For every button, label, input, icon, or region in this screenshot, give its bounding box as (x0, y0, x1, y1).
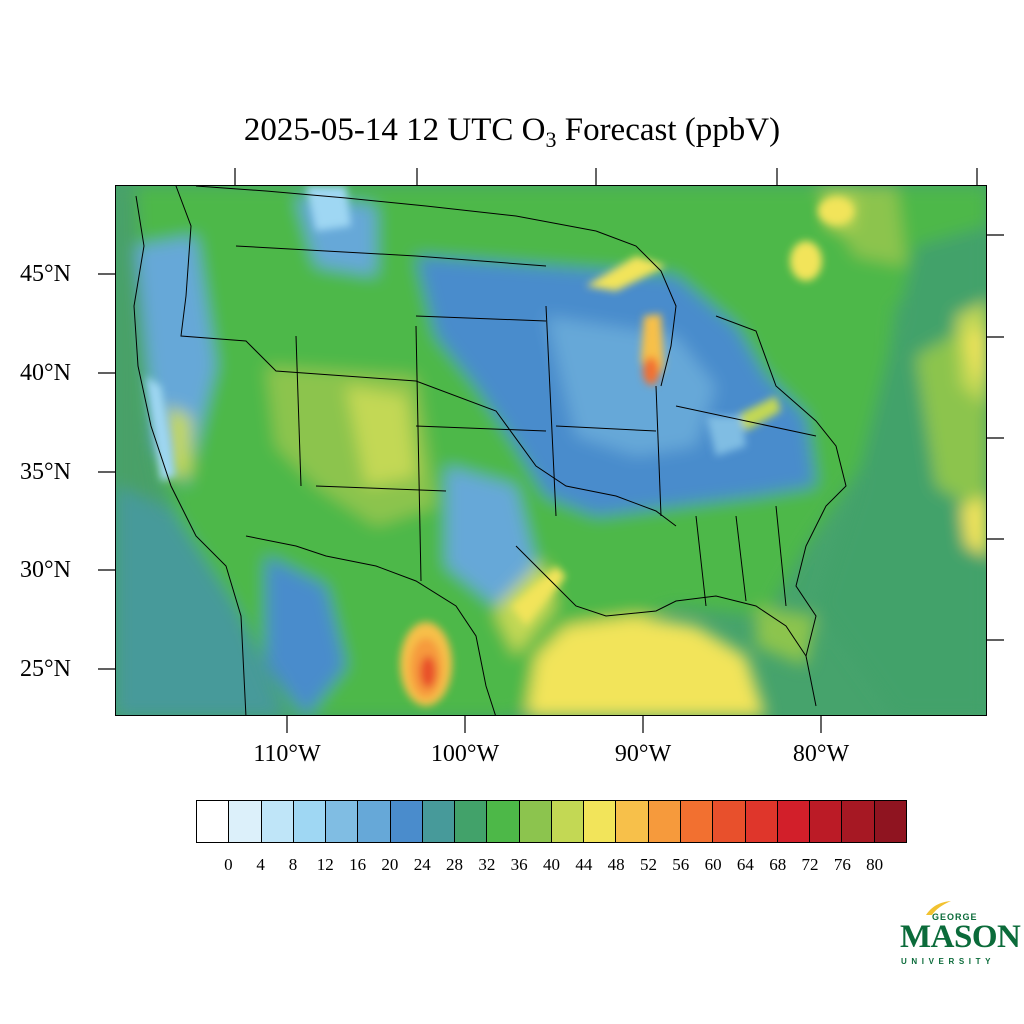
colorbar-swatch (777, 801, 811, 842)
gmu-logo: GEORGE MASON UNIVERSITY (896, 900, 1021, 970)
colorbar-tick-label: 20 (381, 855, 399, 874)
colorbar-swatch (745, 801, 778, 842)
map-title: 2025-05-14 12 UTC O3 Forecast (ppbV) (243, 112, 781, 152)
ozone-map (115, 185, 987, 716)
colorbar-tick-label: 16 (349, 855, 367, 874)
colorbar (196, 800, 907, 843)
lat-label-45n: 45°N (20, 261, 71, 287)
colorbar-tick-label: 44 (575, 855, 593, 874)
colorbar-swatch (293, 801, 327, 842)
colorbar-tick-label: 80 (866, 855, 884, 874)
colorbar-tick-label: 56 (672, 855, 690, 874)
colorbar-tick-label: 64 (736, 855, 754, 874)
ozone-field (116, 186, 986, 715)
colorbar-swatch (713, 801, 746, 842)
colorbar-swatch (455, 801, 488, 842)
colorbar-swatch (358, 801, 391, 842)
colorbar-tick-label: 76 (833, 855, 851, 874)
colorbar-tick-label: 0 (224, 855, 233, 874)
logo-university: UNIVERSITY (901, 957, 996, 966)
colorbar-tick-label: 68 (769, 855, 787, 874)
colorbar-tick-label: 48 (607, 855, 625, 874)
lat-label-40n: 40°N (20, 360, 71, 386)
lat-label-30n: 30°N (20, 557, 71, 583)
colorbar-tick-label: 60 (704, 855, 722, 874)
colorbar-tick-label: 36 (510, 855, 528, 874)
colorbar-tick-label: 8 (288, 855, 298, 874)
logo-george: GEORGE (932, 912, 978, 922)
colorbar-swatch (680, 801, 714, 842)
colorbar-tick-label: 24 (413, 855, 431, 874)
colorbar-swatch (648, 801, 681, 842)
colorbar-swatch (487, 801, 520, 842)
logo-mason: MASON (900, 919, 1021, 955)
colorbar-tick-label: 32 (478, 855, 496, 874)
colorbar-swatch (197, 801, 230, 842)
lon-label-100w: 100°W (430, 741, 500, 767)
colorbar-swatch (810, 801, 843, 842)
colorbar-swatch (874, 801, 906, 842)
colorbar-swatch (584, 801, 617, 842)
colorbar-swatch (229, 801, 262, 842)
colorbar-tick-label: 72 (801, 855, 819, 874)
colorbar-swatch (616, 801, 649, 842)
colorbar-swatch (519, 801, 552, 842)
colorbar-tick-label: 4 (256, 855, 265, 874)
colorbar-swatch (842, 801, 875, 842)
swoosh-icon (926, 901, 951, 915)
colorbar-tick-label: 28 (446, 855, 464, 874)
colorbar-swatch (261, 801, 294, 842)
lat-label-35n: 35°N (20, 459, 71, 485)
colorbar-swatch (326, 801, 359, 842)
colorbar-swatch (551, 801, 585, 842)
colorbar-swatch (390, 801, 423, 842)
colorbar-tick-label: 12 (316, 855, 334, 874)
colorbar-tick-label: 52 (639, 855, 657, 874)
colorbar-tick-label: 40 (543, 855, 560, 874)
lon-label-90w: 90°W (614, 741, 672, 767)
lon-label-80w: 80°W (792, 741, 850, 767)
colorbar-swatch (422, 801, 456, 842)
lon-label-110w: 110°W (253, 741, 321, 767)
lat-label-25n: 25°N (20, 656, 71, 682)
